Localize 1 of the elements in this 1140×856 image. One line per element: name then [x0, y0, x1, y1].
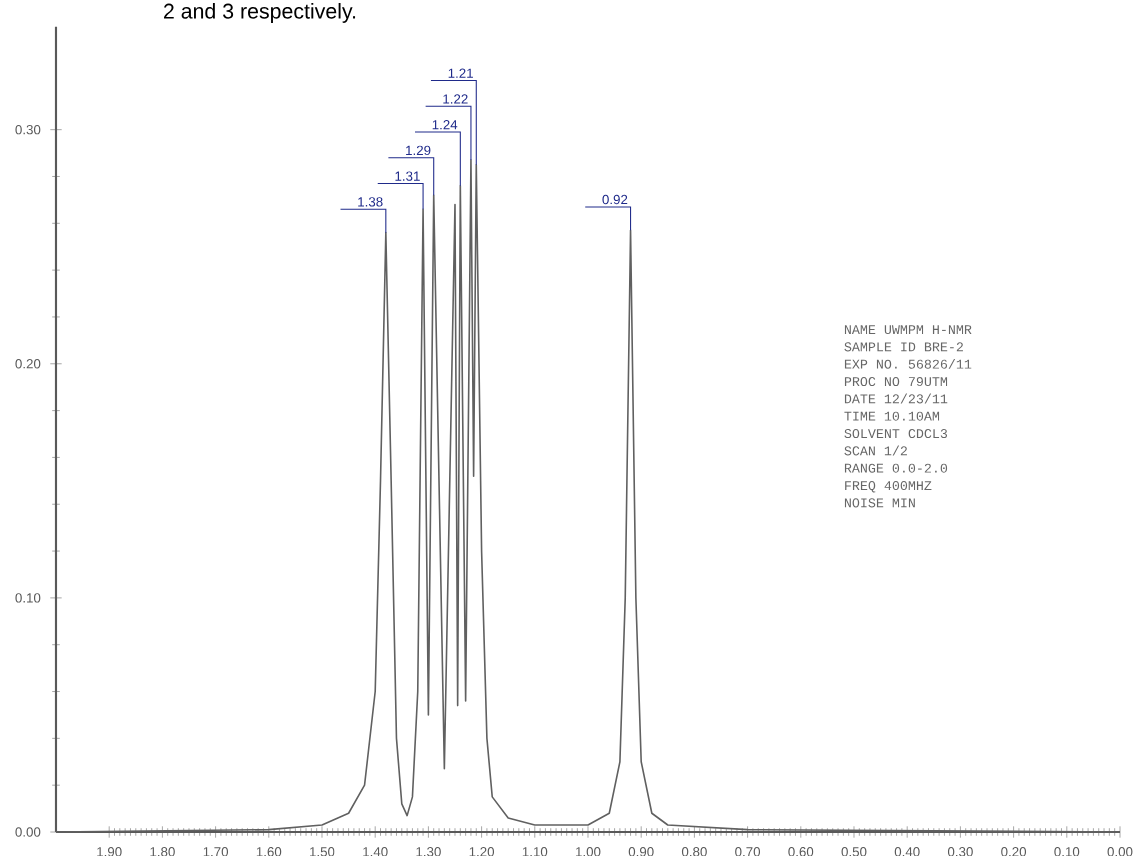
text: 2 and 3 respectively.	[164, 3, 356, 23]
